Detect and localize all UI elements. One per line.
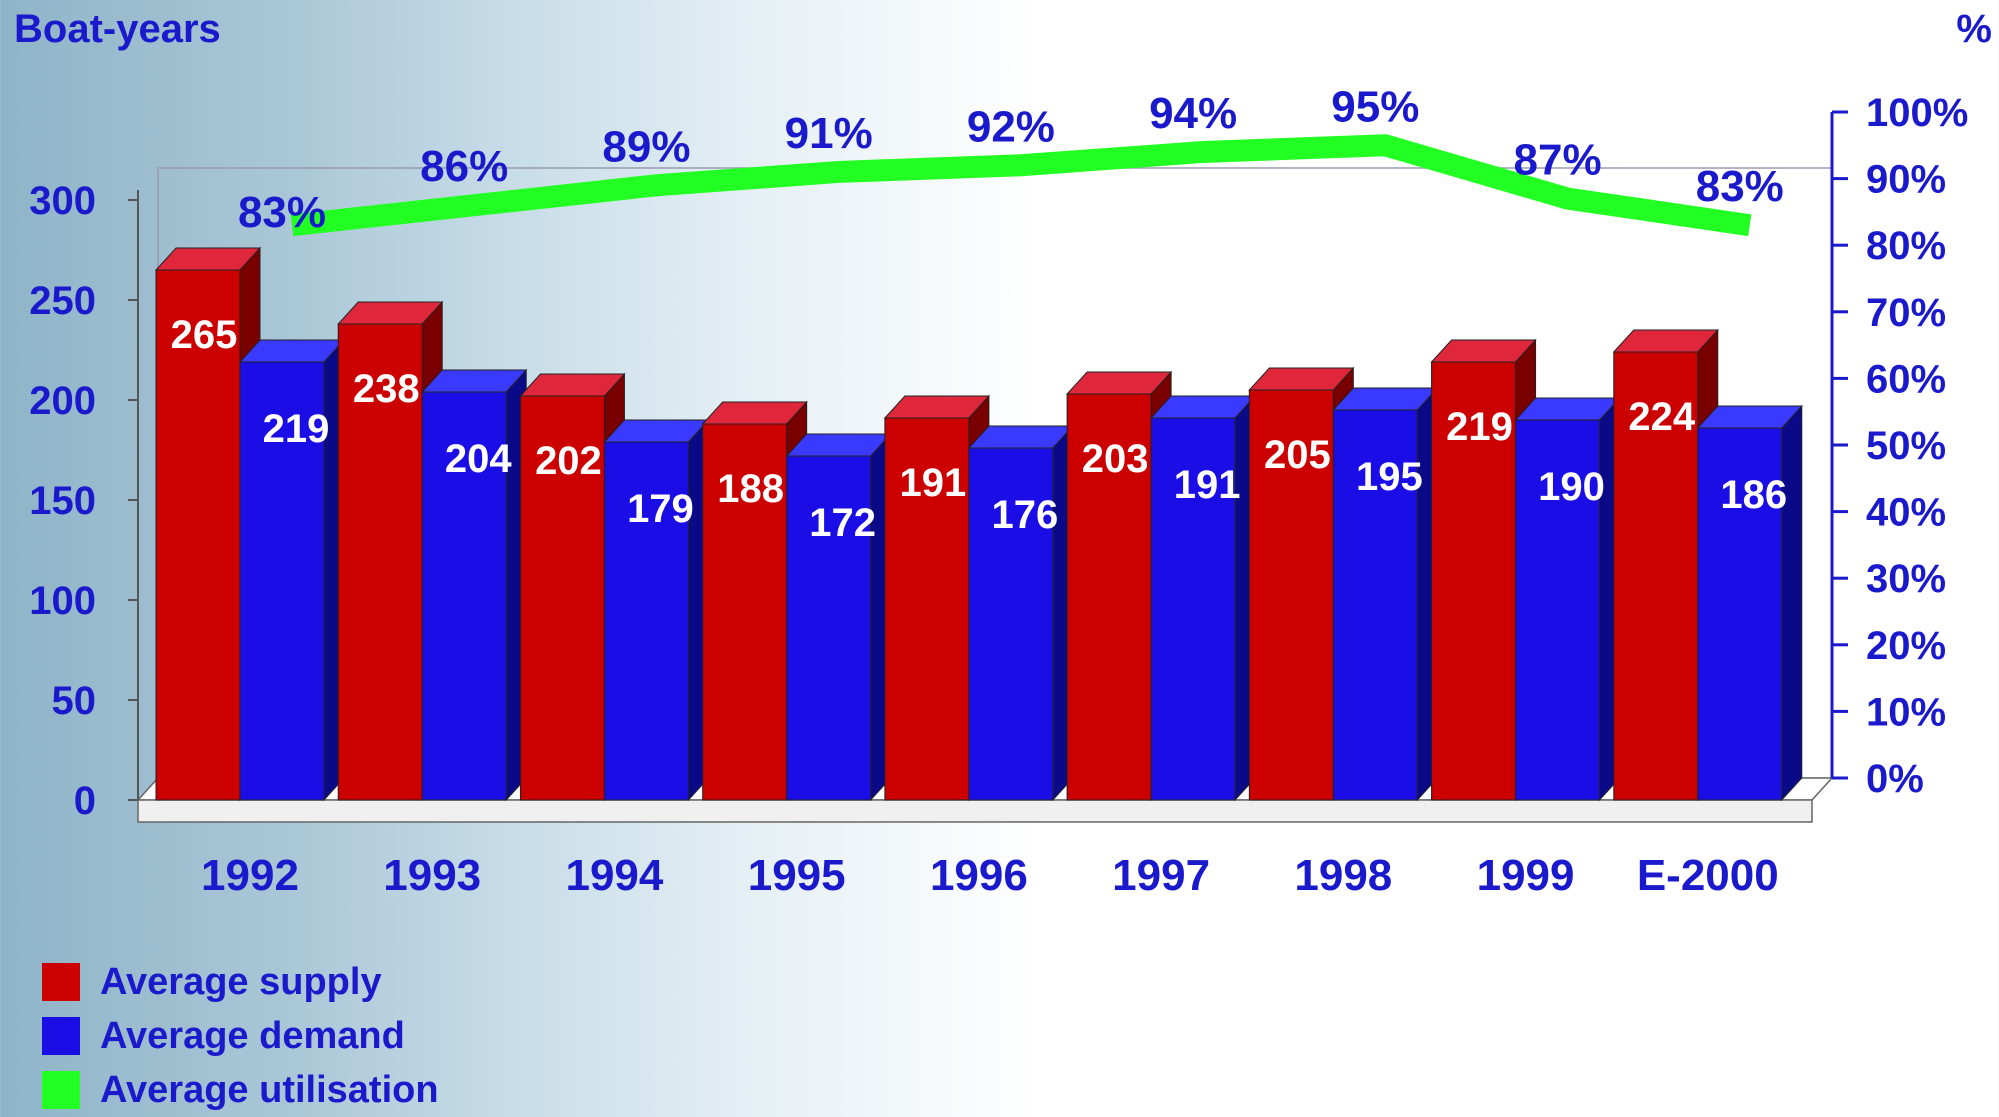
utilisation-label-1999: 87%	[1514, 136, 1602, 185]
utilisation-label-1993: 86%	[420, 142, 508, 191]
data-label-demand: 219	[263, 407, 330, 451]
right-tick-label: 0%	[1866, 757, 1924, 801]
bar-demand-1998	[1332, 409, 1418, 801]
data-label-supply: 224	[1628, 395, 1695, 439]
left-tick-label: 100	[29, 579, 96, 623]
right-tick-label: 30%	[1866, 557, 1946, 601]
data-label-demand: 190	[1538, 465, 1605, 509]
data-label-supply: 238	[353, 367, 420, 411]
legend-swatch-utilisation	[42, 1071, 80, 1109]
bar-supply-1999	[1431, 361, 1517, 801]
category-label-1998: 1998	[1294, 851, 1392, 900]
bar-demand-1994	[603, 441, 689, 801]
legend-swatch-supply	[42, 963, 80, 1001]
data-label-supply: 205	[1264, 433, 1331, 477]
data-label-supply: 219	[1446, 405, 1513, 449]
bar-demand-e-2000	[1697, 427, 1783, 801]
utilisation-label-e-2000: 83%	[1696, 162, 1784, 211]
legend-label-demand: Average demand	[100, 1014, 405, 1057]
legend: Average supply Average demand Average ut…	[42, 955, 439, 1117]
utilisation-label-1998: 95%	[1331, 82, 1419, 131]
data-label-supply: 191	[900, 461, 967, 505]
bar-demand-1997	[1150, 417, 1236, 801]
left-tick-label: 200	[29, 379, 96, 423]
category-label-1992: 1992	[201, 851, 299, 900]
data-label-demand: 204	[445, 437, 512, 481]
bar-demand-1996	[968, 447, 1054, 801]
right-tick-label: 100%	[1866, 91, 1968, 135]
data-label-demand: 179	[627, 487, 694, 531]
left-tick-label: 300	[29, 179, 96, 223]
utilisation-label-1992: 83%	[238, 188, 326, 237]
left-tick-label: 150	[29, 479, 96, 523]
left-tick-label: 250	[29, 279, 96, 323]
bar-demand-1992	[239, 361, 325, 801]
right-axis-title: %	[1956, 7, 1992, 51]
left-tick-label: 0	[74, 779, 96, 823]
category-label-1993: 1993	[383, 851, 481, 900]
right-tick-label: 40%	[1866, 491, 1946, 535]
right-tick-label: 20%	[1866, 624, 1946, 668]
data-label-demand: 176	[992, 493, 1059, 537]
right-tick-label: 90%	[1866, 158, 1946, 202]
utilisation-label-1994: 89%	[602, 122, 690, 171]
data-label-supply: 265	[171, 313, 238, 357]
category-label-e-2000: E-2000	[1637, 851, 1779, 900]
data-label-demand: 191	[1174, 463, 1241, 507]
bar-supply-1996	[884, 417, 970, 801]
bar-demand-e-2000-side	[1781, 404, 1803, 802]
left-tick-label: 50	[52, 679, 97, 723]
category-label-1994: 1994	[565, 851, 663, 900]
bar-supply-1994	[519, 395, 605, 801]
bar-demand-1995	[786, 455, 872, 801]
bar-demand-1993	[421, 391, 507, 801]
data-label-supply: 202	[535, 439, 602, 483]
legend-item-utilisation: Average utilisation	[42, 1063, 439, 1117]
data-label-supply: 203	[1082, 437, 1149, 481]
data-label-demand: 186	[1720, 473, 1787, 517]
bar-supply-1995	[702, 423, 788, 801]
left-axis-title: Boat-years	[14, 7, 221, 51]
data-label-demand: 172	[809, 501, 876, 545]
right-tick-label: 50%	[1866, 424, 1946, 468]
data-label-supply: 188	[717, 467, 784, 511]
right-tick-label: 70%	[1866, 291, 1946, 335]
legend-label-supply: Average supply	[100, 960, 382, 1003]
legend-item-supply: Average supply	[42, 955, 439, 1009]
right-tick-label: 60%	[1866, 357, 1946, 401]
right-tick-label: 80%	[1866, 224, 1946, 268]
chart-floor-front	[137, 799, 1813, 823]
legend-label-utilisation: Average utilisation	[100, 1068, 439, 1111]
utilisation-line	[290, 134, 1752, 237]
category-label-1997: 1997	[1112, 851, 1210, 900]
bar-supply-1993	[337, 323, 423, 801]
category-label-1995: 1995	[748, 851, 846, 900]
legend-swatch-demand	[42, 1017, 80, 1055]
bar-supply-e-2000	[1613, 351, 1699, 801]
category-label-1996: 1996	[930, 851, 1028, 900]
legend-item-demand: Average demand	[42, 1009, 439, 1063]
right-tick-label: 10%	[1866, 690, 1946, 734]
bar-demand-1999	[1515, 419, 1601, 801]
utilisation-label-1996: 92%	[967, 102, 1055, 151]
utilisation-label-1995: 91%	[785, 109, 873, 158]
category-label-1999: 1999	[1477, 851, 1575, 900]
bar-supply-1992	[155, 269, 241, 801]
utilisation-label-1997: 94%	[1149, 89, 1237, 138]
data-label-demand: 195	[1356, 455, 1423, 499]
